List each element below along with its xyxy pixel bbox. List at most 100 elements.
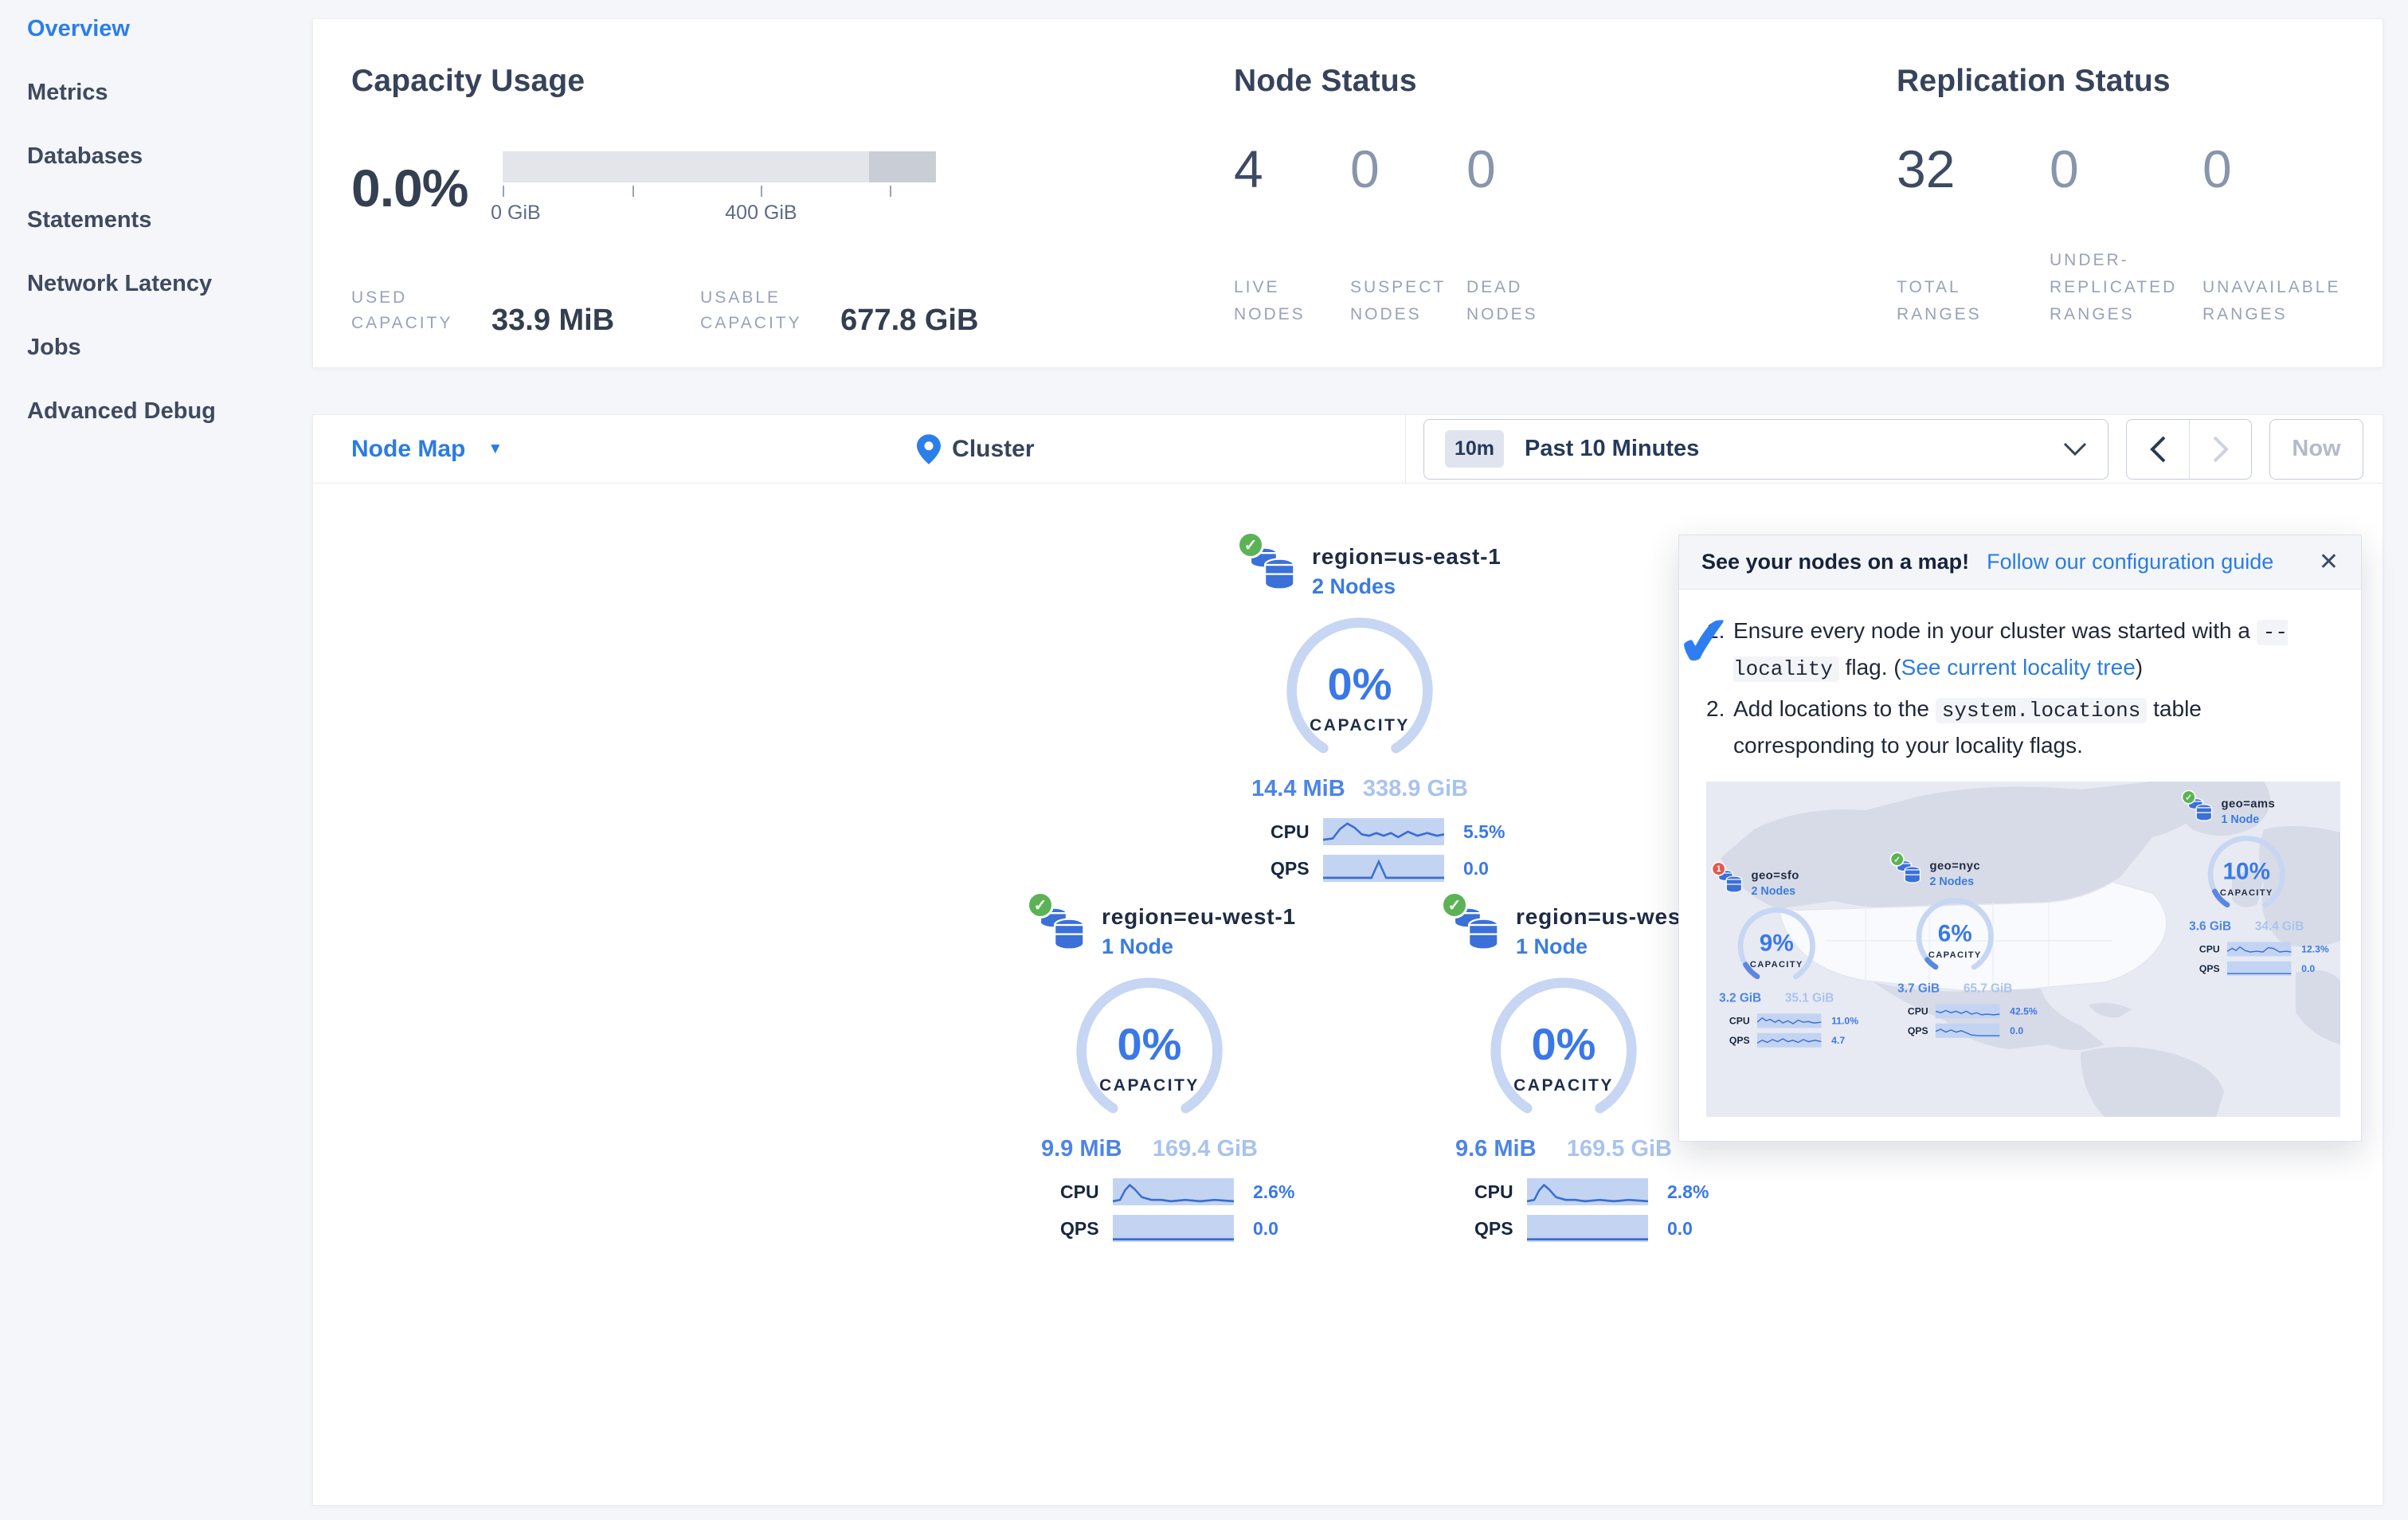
under-replicated-ranges-value: 0 [2050,139,2079,198]
time-range-badge: 10m [1445,430,1505,468]
used-capacity: 14.4 MiB [1251,776,1345,801]
capacity-gauge: 9% CAPACITY [1736,905,1818,987]
qps-label: QPS [1271,857,1310,879]
unavailable-ranges-value: 0 [2202,139,2232,198]
locality-card-eu-west-1: ✓ region=eu-west-1 1 Node 0% CAPACITY [1027,891,1355,1242]
replication-status-section: Replication Status 32 TOTAL RANGES 0 UND… [1897,19,2355,328]
now-button[interactable]: Now [2269,418,2363,480]
node-status-title: Node Status [1234,64,1417,98]
capacity-percent: 0.0% [351,159,468,217]
usable-capacity: 35.1 GiB [1784,991,1834,1005]
locality-nodes-link[interactable]: 1 Node [1516,934,1588,958]
used-capacity: 3.2 GiB [1719,991,1762,1005]
database-icon: ✓ [1027,891,1089,955]
qps-sparkline [1527,1215,1648,1242]
mini-locality-card-ams: ✓ geo=ams 1 Node [2181,789,2340,976]
qps-label: QPS [1907,1024,1928,1036]
gauge-percent: 0% [1117,1018,1182,1069]
total-ranges-label: TOTAL RANGES [1897,278,1982,323]
capacity-axis-ticks [503,182,936,197]
cpu-value: 42.5% [2010,1005,2038,1017]
database-icon: ✓ [1441,891,1503,955]
dead-nodes-label: DEAD NODES [1466,278,1538,323]
used-capacity: 3.6 GiB [2189,919,2232,934]
qps-label: QPS [1729,1034,1750,1046]
step-number: 1. [1706,618,1725,643]
gauge-percent: 6% [1937,919,1972,946]
locality-nodes-link[interactable]: 2 Nodes [1312,574,1396,598]
database-icon: 1 [1711,861,1744,895]
unavailable-ranges-stat: 0 UNAVAILABLE RANGES [2202,139,2355,328]
replication-status-title: Replication Status [1897,64,2171,98]
step-back-button[interactable] [2127,420,2189,479]
usable-capacity: 65.7 GiB [1963,981,2013,996]
gauge-capacity-label: CAPACITY [1513,1075,1614,1095]
usable-capacity: 338.9 GiB [1362,776,1468,801]
under-replicated-ranges-label: UNDER-REPLICATED RANGES [2050,251,2178,323]
step-text: Ensure every node in your cluster was st… [1733,618,2288,682]
capacity-usage-section: Capacity Usage 0.0% 0 GiB 400 Gi [351,19,978,336]
warning-count-badge: 1 [1711,861,1726,876]
gauge-capacity-label: CAPACITY [1928,950,1982,960]
time-range-dropdown[interactable]: 10m Past 10 Minutes [1423,418,2108,480]
gauge-capacity-label: CAPACITY [1310,715,1410,735]
cpu-sparkline [2226,942,2292,957]
live-nodes-stat: 4 LIVE NODES [1234,139,1350,328]
qps-value: 0.0 [1667,1217,1693,1239]
dead-nodes-value: 0 [1466,139,1496,198]
cpu-value: 12.3% [2301,943,2329,955]
qps-sparkline [2226,961,2292,976]
gauge-capacity-label: CAPACITY [1099,1075,1200,1095]
sidebar-item-network-latency[interactable]: Network Latency [27,271,213,296]
node-map-canvas: ✓ region=us-east-1 2 Nodes 0% CAPACITY [313,484,2383,1506]
live-nodes-label: LIVE NODES [1234,278,1306,323]
used-capacity: 3.7 GiB [1897,981,1940,996]
step-forward-button[interactable] [2189,419,2251,479]
locality-nodes-link: 2 Nodes [1929,875,1975,888]
cluster-summary-panel: Capacity Usage 0.0% 0 GiB 400 Gi [312,18,2383,368]
cpu-sparkline [1323,818,1444,845]
total-ranges-value: 32 [1897,139,1956,198]
capacity-gauge: 6% CAPACITY [1914,895,1996,977]
tick-label-400gib: 400 GiB [725,201,797,224]
usable-capacity: 169.4 GiB [1152,1136,1258,1162]
healthy-check-icon: ✓ [1027,891,1054,919]
capacity-gauge: 0% CAPACITY [1072,974,1227,1128]
time-range-label: Past 10 Minutes [1525,436,1700,461]
capacity-bar-reserved-segment [869,151,937,182]
cpu-value: 2.8% [1667,1181,1709,1202]
cpu-value: 11.0% [1831,1015,1859,1027]
sidebar-item-jobs[interactable]: Jobs [27,335,81,360]
dead-nodes-stat: 0 DEAD NODES [1466,139,1583,328]
tooltip-body: ✔ 1. Ensure every node in your cluster w… [1672,590,2361,1141]
sidebar-item-advanced-debug[interactable]: Advanced Debug [27,398,216,424]
sidebar-item-metrics[interactable]: Metrics [27,80,108,105]
cpu-sparkline [1756,1013,1822,1028]
sidebar: Overview Metrics Databases Statements Ne… [0,0,312,1520]
breadcrumb[interactable]: Cluster [917,433,1035,464]
locality-tree-link[interactable]: See current locality tree [1901,655,2136,680]
gauge-percent: 10% [2222,857,2270,884]
qps-label: QPS [2199,962,2220,974]
cpu-sparkline [1935,1004,2000,1019]
locality-title: geo=ams [2221,797,2276,810]
qps-value: 4.7 [1831,1034,1846,1046]
locality-card-us-east-1: ✓ region=us-east-1 2 Nodes 0% CAPACITY [1237,531,1565,882]
cpu-label: CPU [1060,1181,1099,1202]
node-map-toolbar: Node Map ▼ Cluster 10m Past 10 Minutes [313,414,2383,484]
under-replicated-ranges-stat: 0 UNDER-REPLICATED RANGES [2050,139,2202,328]
sidebar-item-statements[interactable]: Statements [27,207,152,233]
mini-locality-card-nyc: ✓ geo=nyc 2 Nodes [1889,852,2064,1038]
healthy-check-icon: ✓ [1889,852,1905,867]
chevron-down-icon [2063,442,2087,456]
cpu-value: 5.5% [1463,821,1505,842]
sidebar-item-overview[interactable]: Overview [27,16,130,41]
close-icon[interactable]: ✕ [2318,548,2339,575]
configuration-guide-link[interactable]: Follow our configuration guide [1987,550,2274,574]
locality-nodes-link[interactable]: 1 Node [1102,934,1174,958]
usable-capacity: 169.5 GiB [1566,1136,1672,1162]
sidebar-item-databases[interactable]: Databases [27,143,143,169]
system-locations-code: system.locations [1935,698,2148,723]
qps-label: QPS [1060,1217,1099,1239]
view-mode-dropdown[interactable]: Node Map ▼ [351,436,503,463]
